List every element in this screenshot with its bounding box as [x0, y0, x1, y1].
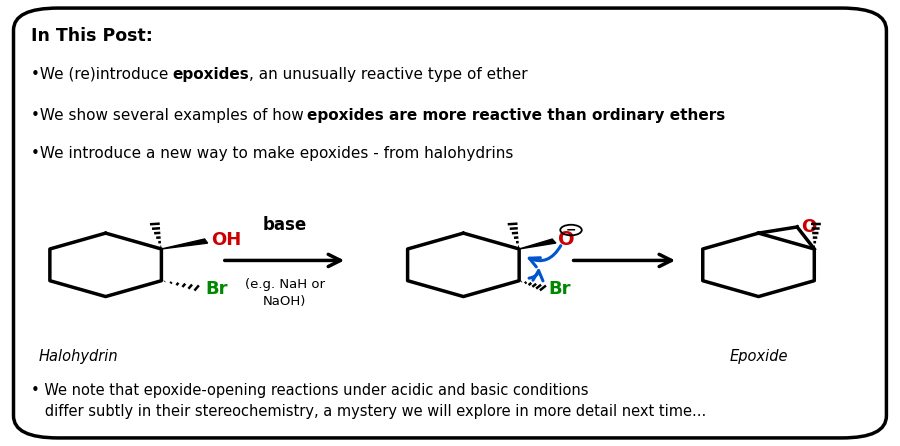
Text: Epoxide: Epoxide [729, 348, 788, 363]
Text: −: − [566, 223, 576, 236]
Text: Br: Br [549, 280, 572, 297]
Text: , an unusually reactive type of ether: , an unusually reactive type of ether [249, 66, 527, 82]
Polygon shape [519, 239, 556, 249]
Text: (e.g. NaH or
NaOH): (e.g. NaH or NaOH) [245, 278, 325, 308]
Text: O: O [801, 218, 816, 236]
Polygon shape [161, 239, 208, 249]
Text: base: base [263, 216, 307, 234]
FancyBboxPatch shape [14, 8, 886, 438]
Text: In This Post:: In This Post: [32, 27, 153, 45]
Text: OH: OH [212, 231, 242, 249]
Text: •We (re)introduce: •We (re)introduce [32, 66, 174, 82]
Text: • We note that epoxide-opening reactions under acidic and basic conditions
   di: • We note that epoxide-opening reactions… [32, 383, 706, 419]
Text: Halohydrin: Halohydrin [39, 348, 118, 363]
Text: epoxides: epoxides [173, 66, 249, 82]
Text: epoxides are more reactive than ordinary ethers: epoxides are more reactive than ordinary… [307, 108, 725, 124]
Text: •We show several examples of how: •We show several examples of how [32, 108, 309, 124]
Text: •We introduce a new way to make epoxides - from halohydrins: •We introduce a new way to make epoxides… [32, 146, 514, 161]
Text: O: O [558, 230, 574, 249]
Text: Br: Br [205, 280, 228, 297]
